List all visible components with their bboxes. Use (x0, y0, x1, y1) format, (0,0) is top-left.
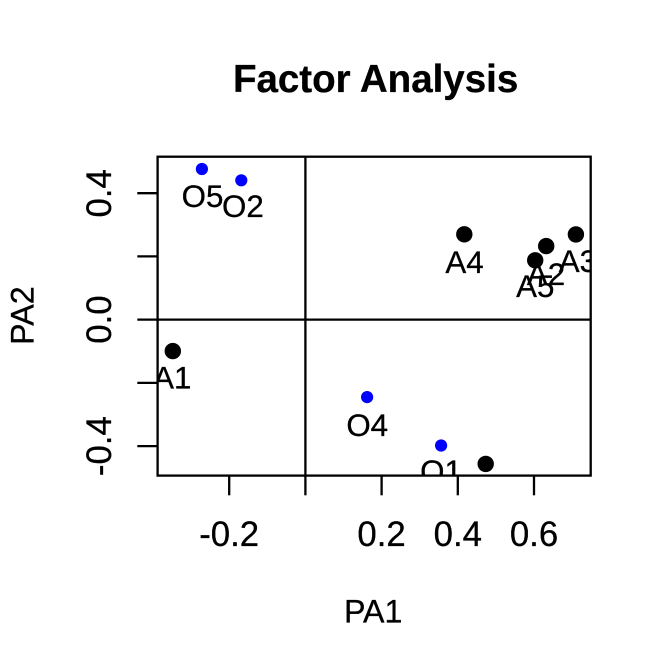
svg-text:PA2: PA2 (5, 286, 41, 344)
svg-text:O5: O5 (182, 179, 224, 214)
svg-text:0.4: 0.4 (434, 515, 482, 554)
svg-text:A4: A4 (445, 245, 483, 280)
svg-text:A2: A2 (527, 257, 565, 292)
svg-text:PA1: PA1 (344, 593, 402, 629)
svg-text:0.6: 0.6 (510, 515, 558, 554)
svg-text:O2: O2 (222, 189, 264, 224)
svg-text:O4: O4 (346, 408, 388, 443)
svg-text:A1: A1 (153, 360, 191, 395)
svg-text:O1: O1 (420, 454, 462, 489)
svg-text:-0.4: -0.4 (80, 416, 119, 476)
svg-text:0.0: 0.0 (80, 295, 119, 343)
svg-text:0.2: 0.2 (357, 515, 405, 554)
svg-text:0.4: 0.4 (80, 169, 119, 217)
svg-text:A5: A5 (516, 269, 554, 304)
svg-text:A3: A3 (559, 244, 597, 279)
svg-text:-0.2: -0.2 (199, 515, 259, 554)
svg-text:Factor Analysis: Factor Analysis (233, 58, 518, 101)
